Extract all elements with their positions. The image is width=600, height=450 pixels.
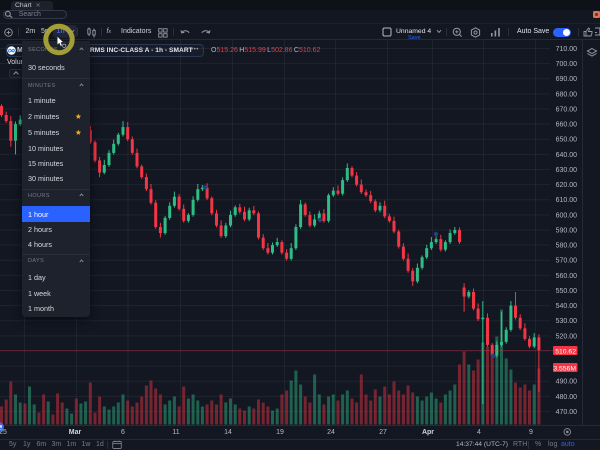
- svg-text:14: 14: [224, 429, 232, 436]
- svg-text:680.00: 680.00: [556, 91, 578, 98]
- svg-text:650.00: 650.00: [556, 137, 578, 144]
- svg-text:3.556M: 3.556M: [553, 365, 576, 372]
- svg-text:480.00: 480.00: [556, 394, 578, 401]
- svg-text:Apr: Apr: [422, 429, 434, 436]
- svg-text:9: 9: [529, 429, 533, 436]
- svg-text:660.00: 660.00: [556, 122, 578, 129]
- svg-text:670.00: 670.00: [556, 106, 578, 113]
- svg-text:620.00: 620.00: [556, 182, 578, 189]
- svg-text:27: 27: [379, 429, 387, 436]
- svg-text:710.00: 710.00: [556, 46, 578, 53]
- svg-text:19: 19: [276, 429, 284, 436]
- svg-text:Mar: Mar: [69, 429, 82, 436]
- svg-text:600.00: 600.00: [556, 212, 578, 219]
- svg-text:570.00: 570.00: [556, 258, 578, 265]
- svg-text:560.00: 560.00: [556, 273, 578, 280]
- svg-text:700.00: 700.00: [556, 61, 578, 68]
- svg-text:25: 25: [0, 429, 7, 436]
- svg-text:520.00: 520.00: [556, 333, 578, 340]
- svg-text:580.00: 580.00: [556, 243, 578, 250]
- svg-text:4: 4: [477, 429, 481, 436]
- svg-text:640.00: 640.00: [556, 152, 578, 159]
- svg-text:490.00: 490.00: [556, 379, 578, 386]
- svg-text:530.00: 530.00: [556, 318, 578, 325]
- svg-text:690.00: 690.00: [556, 76, 578, 83]
- svg-text:470.00: 470.00: [556, 409, 578, 416]
- svg-text:540.00: 540.00: [556, 303, 578, 310]
- svg-text:11: 11: [172, 429, 179, 436]
- svg-text:510.62: 510.62: [555, 348, 576, 355]
- svg-text:550.00: 550.00: [556, 288, 578, 295]
- svg-text:24: 24: [327, 429, 335, 436]
- svg-text:590.00: 590.00: [556, 227, 578, 234]
- svg-text:610.00: 610.00: [556, 197, 578, 204]
- svg-text:630.00: 630.00: [556, 167, 578, 174]
- svg-text:6: 6: [121, 429, 125, 436]
